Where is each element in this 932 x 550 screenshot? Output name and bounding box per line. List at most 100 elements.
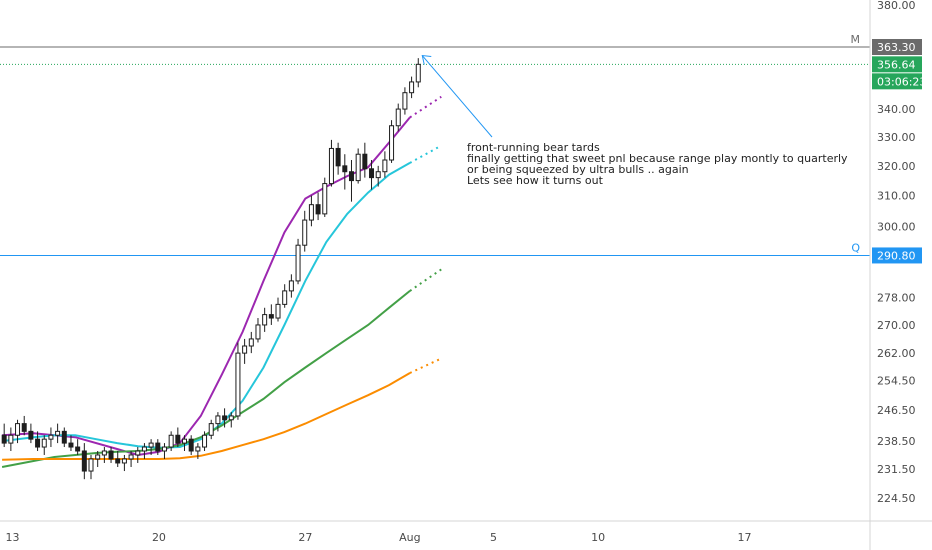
candle-body: [362, 153, 368, 170]
price-tick-label: 300.00: [877, 220, 916, 233]
candle: [322, 177, 328, 217]
candle-body: [369, 168, 375, 179]
price-tag-label-countdown: 03:06:23: [877, 75, 926, 88]
candle-body: [328, 147, 334, 185]
price-tick-label: 246.50: [877, 404, 916, 417]
price-tick-label: 320.00: [877, 160, 916, 173]
candle-body: [255, 324, 261, 340]
ma-projection-3: [409, 268, 442, 292]
candle: [128, 450, 134, 467]
price-tag-countdown: [872, 73, 922, 90]
price-tick-label: 270.00: [877, 319, 916, 332]
candle-body: [208, 423, 214, 436]
candle-body: [121, 458, 127, 464]
candle: [335, 142, 341, 175]
price-tick-label: 278.00: [877, 292, 916, 305]
price-tick-label: 238.50: [877, 435, 916, 448]
candle-body: [68, 442, 74, 448]
candle: [101, 447, 107, 463]
candle: [61, 427, 67, 448]
candle: [88, 454, 94, 480]
candle-body: [188, 438, 194, 452]
candle: [115, 450, 121, 467]
candle: [121, 454, 127, 472]
candle-body: [322, 183, 328, 215]
candle: [168, 431, 174, 451]
candle-body: [308, 204, 314, 221]
candle-body: [335, 147, 341, 167]
candle-body: [61, 430, 67, 444]
candle-body: [155, 442, 161, 452]
candle: [215, 412, 221, 432]
annotation-line-2: finally getting that sweet pnl because r…: [467, 152, 848, 165]
candle: [415, 58, 421, 88]
price-tag-last-price: [872, 56, 922, 73]
candle-body: [248, 338, 254, 347]
candle-body: [409, 81, 415, 94]
candle: [308, 195, 314, 227]
candle: [155, 439, 161, 455]
candle-body: [215, 415, 221, 425]
time-tick-label: 5: [490, 531, 497, 544]
candle-body: [135, 450, 141, 456]
candle: [248, 331, 254, 354]
candle-body: [288, 280, 294, 292]
candle-body: [1, 434, 7, 444]
candle-body: [95, 454, 101, 460]
candle: [395, 103, 401, 132]
price-tick-label: 310.00: [877, 190, 916, 203]
candlesticks: [1, 58, 421, 480]
candle-body: [202, 434, 208, 448]
level-label-M: M: [851, 33, 861, 46]
candle-body: [75, 446, 81, 452]
time-axis[interactable]: 13 20 27 Aug 5 10 17: [0, 520, 932, 544]
candle-body: [161, 446, 167, 452]
candle-body: [108, 450, 114, 460]
candle: [95, 450, 101, 467]
candle-body: [228, 415, 234, 421]
ma-projection-1: [409, 95, 442, 119]
candle-body: [222, 415, 228, 421]
candle-body: [28, 430, 34, 440]
price-axis[interactable]: 380.00 340.00 330.00 320.00 310.00 300.00 278.…: [869, 0, 916, 550]
annotation: front-running bear tards finally getting…: [421, 54, 848, 187]
candle: [75, 439, 81, 455]
candle: [302, 210, 308, 252]
price-tick-label: 224.50: [877, 492, 916, 505]
time-tick-label: 17: [738, 531, 752, 544]
candle: [328, 139, 334, 187]
candle-body: [282, 290, 288, 305]
horizontal-levels: MQ: [0, 33, 870, 256]
candle-body: [182, 438, 188, 444]
time-tick-label: 27: [298, 531, 312, 544]
candle: [195, 443, 201, 459]
annotation-arrow: [421, 55, 493, 138]
level-label-Q: Q: [851, 241, 860, 254]
candle: [275, 297, 281, 322]
candle: [348, 160, 354, 202]
candle: [375, 165, 381, 187]
candle: [81, 443, 87, 480]
candle-body: [242, 345, 248, 354]
candle: [28, 423, 34, 444]
candle: [342, 154, 348, 190]
candle-body: [382, 159, 388, 173]
candle: [382, 151, 388, 178]
candle: [282, 284, 288, 308]
price-tick-label: 380.00: [877, 0, 916, 12]
annotation-arrowhead: [421, 54, 432, 65]
candle: [315, 192, 321, 221]
price-tag-label-M-level: 363.30: [877, 41, 916, 54]
candle-body: [48, 434, 54, 440]
price-tick-label: 231.50: [877, 463, 916, 476]
candle: [369, 160, 375, 190]
candle: [208, 419, 214, 440]
candle-body: [101, 450, 107, 456]
price-tick-label: 340.00: [877, 103, 916, 116]
time-tick-label: 20: [152, 531, 166, 544]
candle-body: [168, 434, 174, 448]
candle-body: [375, 171, 381, 179]
candle: [355, 148, 361, 184]
candle: [1, 423, 7, 448]
